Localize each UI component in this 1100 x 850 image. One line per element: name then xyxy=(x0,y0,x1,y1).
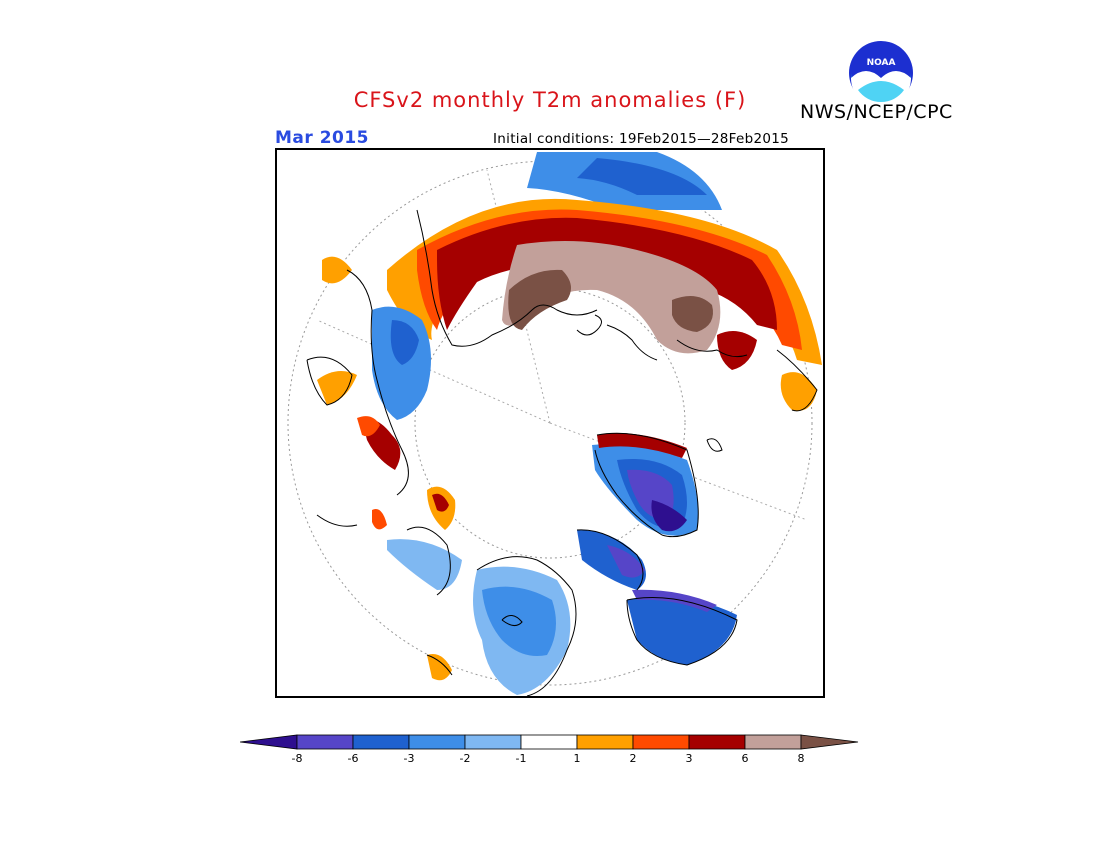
colorbar-bin xyxy=(464,734,522,750)
colorbar-label: -2 xyxy=(459,752,471,765)
colorbar-label: 3 xyxy=(685,752,693,765)
anomaly-warm-aleutians xyxy=(372,509,387,530)
colorbar-bin xyxy=(800,734,859,750)
map-canvas xyxy=(287,152,822,696)
initial-conditions: Initial conditions: 19Feb2015—28Feb2015 xyxy=(493,131,790,147)
forecast-month: Mar 2015 xyxy=(275,128,370,148)
colorbar-label: -6 xyxy=(347,752,359,765)
colorbar-bin xyxy=(744,734,802,750)
logo-text: NOAA xyxy=(867,58,896,68)
colorbar xyxy=(240,734,859,750)
colorbar-bin xyxy=(576,734,634,750)
colorbar-bin xyxy=(632,734,690,750)
chart-title: CFSv2 monthly T2m anomalies (F) xyxy=(353,88,747,112)
colorbar-bin xyxy=(240,734,298,750)
anomaly-warm-scandinavia-west xyxy=(322,256,352,284)
colorbar-label: 6 xyxy=(741,752,749,765)
colorbar-label: 2 xyxy=(629,752,637,765)
colorbar-label: -1 xyxy=(515,752,527,765)
map-boundary xyxy=(287,160,813,686)
anomaly-cold-north-america-edge xyxy=(632,589,717,612)
anomaly-warm-baja xyxy=(427,654,452,681)
anomaly-warm-alaska-core xyxy=(432,493,449,512)
colorbar-bin xyxy=(296,734,354,750)
colorbar-bin xyxy=(520,734,578,750)
anomaly-cold-east-asia-south xyxy=(387,539,462,590)
colorbar-bin xyxy=(408,734,466,750)
anomaly-cold-north-america xyxy=(627,597,737,665)
colorbar-bin xyxy=(352,734,410,750)
organization-label: NWS/NCEP/CPC xyxy=(800,101,953,123)
colorbar-label: 1 xyxy=(573,752,581,765)
anomaly-warm-iberia xyxy=(317,371,357,405)
anomaly-warm-eurasia-gt8f xyxy=(508,269,571,330)
anomaly-warm-siberia-gt8f xyxy=(672,296,713,332)
anomaly-cold-north-pacific-core xyxy=(577,158,707,195)
anomaly-cold-europe-core xyxy=(390,320,419,365)
anomaly-cold-canada-core xyxy=(607,545,645,578)
anomaly-cold-east-asia-mid xyxy=(482,586,556,656)
noaa-logo: NOAA xyxy=(849,41,913,106)
anomaly-warm-eurasia-8f xyxy=(502,241,721,354)
meridian xyxy=(549,422,808,521)
polar-map xyxy=(275,148,825,698)
anomaly-warm-east-siberia xyxy=(717,331,757,370)
colorbar-label: -8 xyxy=(291,752,303,765)
anomaly-cold-greenland-extreme xyxy=(651,500,687,532)
colorbar-label: 8 xyxy=(797,752,805,765)
anomaly-warm-east-us xyxy=(780,372,817,411)
colorbar-label: -3 xyxy=(403,752,415,765)
coastlines xyxy=(306,209,818,696)
anomaly-warm-greenland-edge xyxy=(597,433,687,458)
meridian xyxy=(316,319,551,424)
colorbar-bin xyxy=(688,734,746,750)
anomaly-warm-north-africa-edge xyxy=(357,416,380,437)
